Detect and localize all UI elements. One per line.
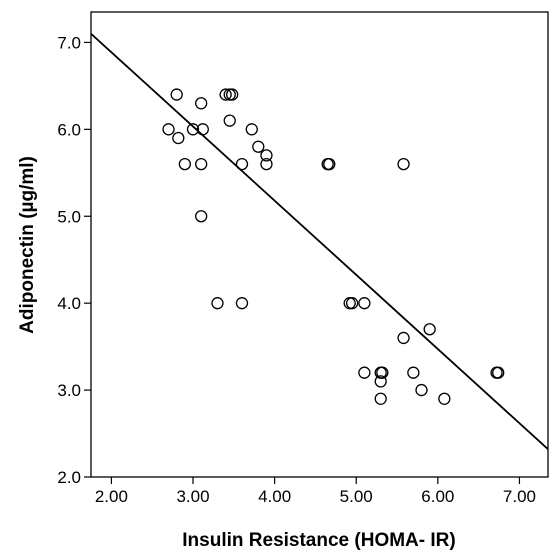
data-point [492, 366, 505, 379]
data-point [170, 88, 183, 101]
data-point [235, 297, 249, 310]
data-point [245, 123, 258, 136]
data-point [407, 366, 420, 379]
data-point [195, 97, 208, 110]
plot-area-frame [90, 11, 549, 478]
y-axis: 2.0 3.0 4.0 5.0 6.0 7.0 [57, 33, 91, 487]
data-point [397, 331, 410, 345]
data-point [260, 149, 273, 162]
data-point [178, 157, 191, 171]
x-tick-label: 3.00 [176, 487, 209, 506]
data-point [260, 157, 273, 171]
y-tick-label: 2.0 [57, 468, 81, 487]
x-axis: 2.00 3.00 4.00 5.00 6.00 7.00 [95, 477, 536, 506]
y-axis-title: Adiponectin (µg/ml) [17, 156, 38, 334]
x-tick-label: 6.00 [421, 487, 454, 506]
y-tick-label: 7.0 [57, 33, 81, 52]
data-point [172, 131, 185, 145]
data-point [397, 157, 410, 171]
data-point [438, 392, 451, 405]
x-tick-label: 7.00 [503, 487, 536, 506]
data-point [186, 123, 200, 136]
data-point [235, 157, 249, 171]
data-point [423, 323, 436, 336]
y-tick-label: 4.0 [57, 294, 81, 313]
data-point [343, 297, 356, 310]
data-point [162, 123, 175, 136]
x-tick-label: 5.00 [340, 487, 373, 506]
x-tick-label: 4.00 [258, 487, 291, 506]
data-point [219, 88, 232, 101]
y-tick-label: 6.0 [57, 120, 81, 139]
data-point [211, 297, 224, 310]
x-axis-title: Insulin Resistance (HOMA- IR) [182, 530, 455, 551]
data-point [374, 392, 387, 405]
data-point [223, 114, 236, 127]
data-point [358, 297, 371, 310]
data-point [196, 123, 209, 136]
data-point [376, 366, 389, 379]
data-point [358, 366, 371, 379]
data-point [323, 157, 336, 171]
regression-line [90, 33, 549, 450]
data-point [345, 297, 359, 310]
data-point [415, 383, 428, 397]
data-point [374, 375, 387, 388]
data-points [162, 88, 505, 405]
data-point [252, 140, 265, 153]
data-point [226, 88, 239, 101]
data-point [195, 157, 208, 171]
x-tick-label: 2.00 [95, 487, 128, 506]
y-tick-label: 3.0 [57, 381, 81, 400]
data-point [195, 210, 208, 223]
y-tick-label: 5.0 [57, 207, 81, 226]
